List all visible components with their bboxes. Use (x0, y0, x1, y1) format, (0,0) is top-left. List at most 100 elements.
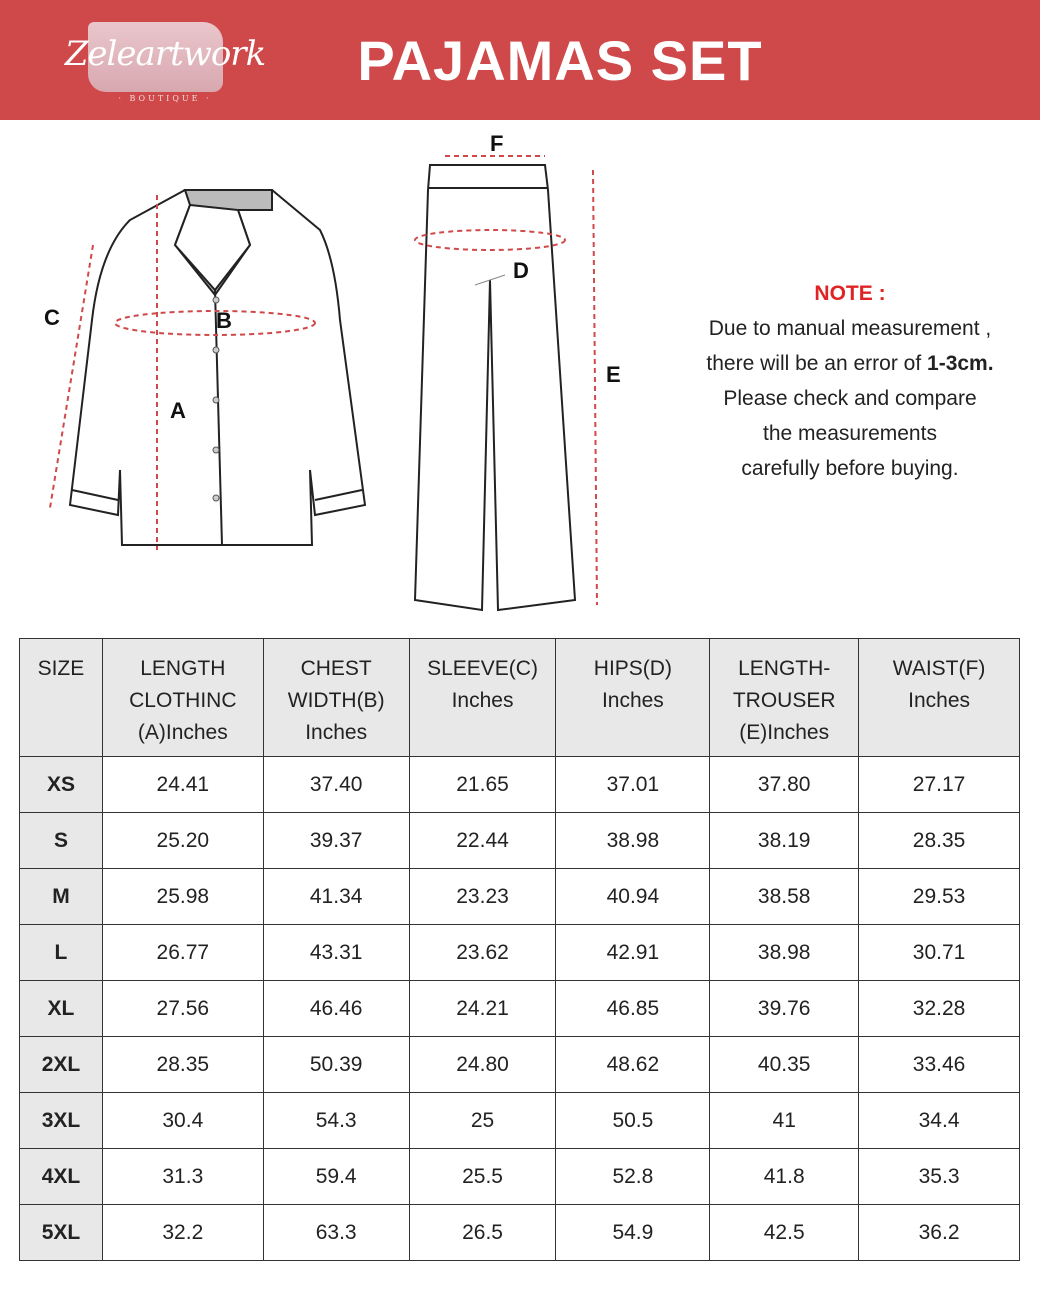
measurement-cell: 23.62 (408, 924, 557, 981)
measurement-cell: 22.44 (408, 812, 557, 869)
measurement-cell: 30.4 (101, 1092, 264, 1149)
measurement-cell: 48.62 (555, 1036, 711, 1093)
measurement-cell: 33.46 (858, 1036, 1020, 1093)
measurement-cell: 24.21 (408, 980, 557, 1037)
size-cell: 4XL (19, 1148, 103, 1205)
size-cell: M (19, 868, 103, 925)
measurement-cell: 25 (408, 1092, 557, 1149)
page-title: PAJAMAS SET (357, 29, 763, 92)
column-header-line: LENGTH (140, 657, 226, 680)
column-header-line: SIZE (37, 657, 85, 680)
table-row: 5XL 32.2 63.3 26.5 54.9 42.5 36.2 (19, 1204, 1020, 1261)
measure-line-b (114, 310, 316, 336)
measurement-cell: 41 (709, 1092, 860, 1149)
measurement-cell: 28.35 (101, 1036, 264, 1093)
column-header-line: HIPS(D) (593, 657, 672, 680)
column-header: LENGTH- TROUSER (E)Inches (709, 638, 860, 757)
measurement-cell: 39.37 (262, 812, 410, 869)
label-e: E (606, 362, 621, 387)
note-text: there will be an error of (706, 352, 928, 375)
measurement-note: NOTE : Due to manual measurement , there… (670, 276, 1030, 486)
measurement-cell: 37.40 (262, 756, 410, 813)
measurement-cell: 28.35 (858, 812, 1020, 869)
logo-subtext: · BOUTIQUE · (118, 94, 212, 103)
size-cell: 5XL (19, 1204, 103, 1261)
column-header-line: TROUSER (732, 689, 836, 712)
column-header-line: Inches (908, 689, 970, 712)
measurement-cell: 32.2 (101, 1204, 264, 1261)
table-header-row: SIZE LENGTH CLOTHINC (A)Inches CHEST WIDTH(B)… (19, 638, 1020, 757)
column-header: HIPS(D) Inches (555, 638, 711, 757)
measurement-cell: 59.4 (262, 1148, 410, 1205)
measurement-cell: 37.80 (709, 756, 860, 813)
label-d: D (513, 258, 529, 283)
measurement-cell: 38.98 (709, 924, 860, 981)
measurement-cell: 27.56 (101, 980, 264, 1037)
size-chart-table: SIZE LENGTH CLOTHINC (A)Inches CHEST WIDTH(B)… (19, 638, 1020, 1261)
measurement-cell: 50.5 (555, 1092, 711, 1149)
measurement-cell: 37.01 (555, 756, 711, 813)
note-line: carefully before buying. (741, 457, 959, 480)
column-header: WAIST(F) Inches (858, 638, 1020, 757)
shirt-illustration (49, 189, 367, 550)
measurement-cell: 52.8 (555, 1148, 711, 1205)
logo-text: Zeleartwork (64, 34, 266, 74)
header-banner: Zeleartwork · BOUTIQUE · PAJAMAS SET (0, 0, 1040, 120)
table-row: XL 27.56 46.46 24.21 46.85 39.76 32.28 (19, 980, 1020, 1037)
column-header-line: Inches (451, 689, 514, 712)
measurement-cell: 26.5 (408, 1204, 557, 1261)
measurement-cell: 32.28 (858, 980, 1020, 1037)
measure-line-e (592, 169, 598, 606)
measurement-cell: 27.17 (858, 756, 1020, 813)
size-cell: 2XL (19, 1036, 103, 1093)
column-header-line: (E)Inches (739, 721, 830, 744)
measurement-cell: 54.9 (555, 1204, 711, 1261)
column-header-line: WIDTH(B) (287, 689, 385, 712)
label-f: F (490, 131, 504, 156)
measurement-cell: 43.31 (262, 924, 410, 981)
logo-brush-stroke (88, 22, 223, 92)
table-row: 3XL 30.4 54.3 25 50.5 41 34.4 (19, 1092, 1020, 1149)
label-c: C (44, 305, 60, 330)
measurement-cell: 29.53 (858, 868, 1020, 925)
measurement-cell: 41.8 (709, 1148, 860, 1205)
table-row: M 25.98 41.34 23.23 40.94 38.58 29.53 (19, 868, 1020, 925)
column-header-line: CHEST (300, 657, 372, 680)
column-header: SLEEVE(C) Inches (408, 638, 557, 757)
measurement-cell: 46.46 (262, 980, 410, 1037)
measurement-cell: 63.3 (262, 1204, 410, 1261)
column-header-line: Inches (305, 721, 368, 744)
measurement-cell: 42.91 (555, 924, 711, 981)
size-cell: XL (19, 980, 103, 1037)
column-header-line: Inches (601, 689, 664, 712)
measurement-cell: 40.35 (709, 1036, 860, 1093)
brand-logo: Zeleartwork · BOUTIQUE · (60, 12, 270, 107)
table-row: S 25.20 39.37 22.44 38.98 38.19 28.35 (19, 812, 1020, 869)
measurement-cell: 26.77 (101, 924, 264, 981)
column-header-line: LENGTH- (738, 657, 831, 680)
measurement-cell: 38.19 (709, 812, 860, 869)
measurement-cell: 41.34 (262, 868, 410, 925)
measure-line-d (414, 229, 566, 251)
measurement-cell: 35.3 (858, 1148, 1020, 1205)
measurement-cell: 30.71 (858, 924, 1020, 981)
column-header-line: SLEEVE(C) (427, 657, 538, 680)
measurement-cell: 21.65 (408, 756, 557, 813)
measurement-cell: 31.3 (101, 1148, 264, 1205)
column-header: SIZE (19, 638, 103, 757)
measurement-cell: 50.39 (262, 1036, 410, 1093)
column-header: LENGTH CLOTHINC (A)Inches (101, 638, 264, 757)
note-line: Due to manual measurement , (708, 317, 992, 340)
measurement-cell: 38.98 (555, 812, 711, 869)
note-line: the measurements (763, 422, 937, 445)
measurement-cell: 25.5 (408, 1148, 557, 1205)
column-header: CHEST WIDTH(B) Inches (262, 638, 410, 757)
table-row: 2XL 28.35 50.39 24.80 48.62 40.35 33.46 (19, 1036, 1020, 1093)
measurement-cell: 54.3 (262, 1092, 410, 1149)
measurement-cell: 25.20 (101, 812, 264, 869)
measurement-cell: 40.94 (555, 868, 711, 925)
table-row: XS 24.41 37.40 21.65 37.01 37.80 27.17 (19, 756, 1020, 813)
label-a: A (170, 398, 186, 423)
measurement-cell: 34.4 (858, 1092, 1020, 1149)
size-cell: L (19, 924, 103, 981)
